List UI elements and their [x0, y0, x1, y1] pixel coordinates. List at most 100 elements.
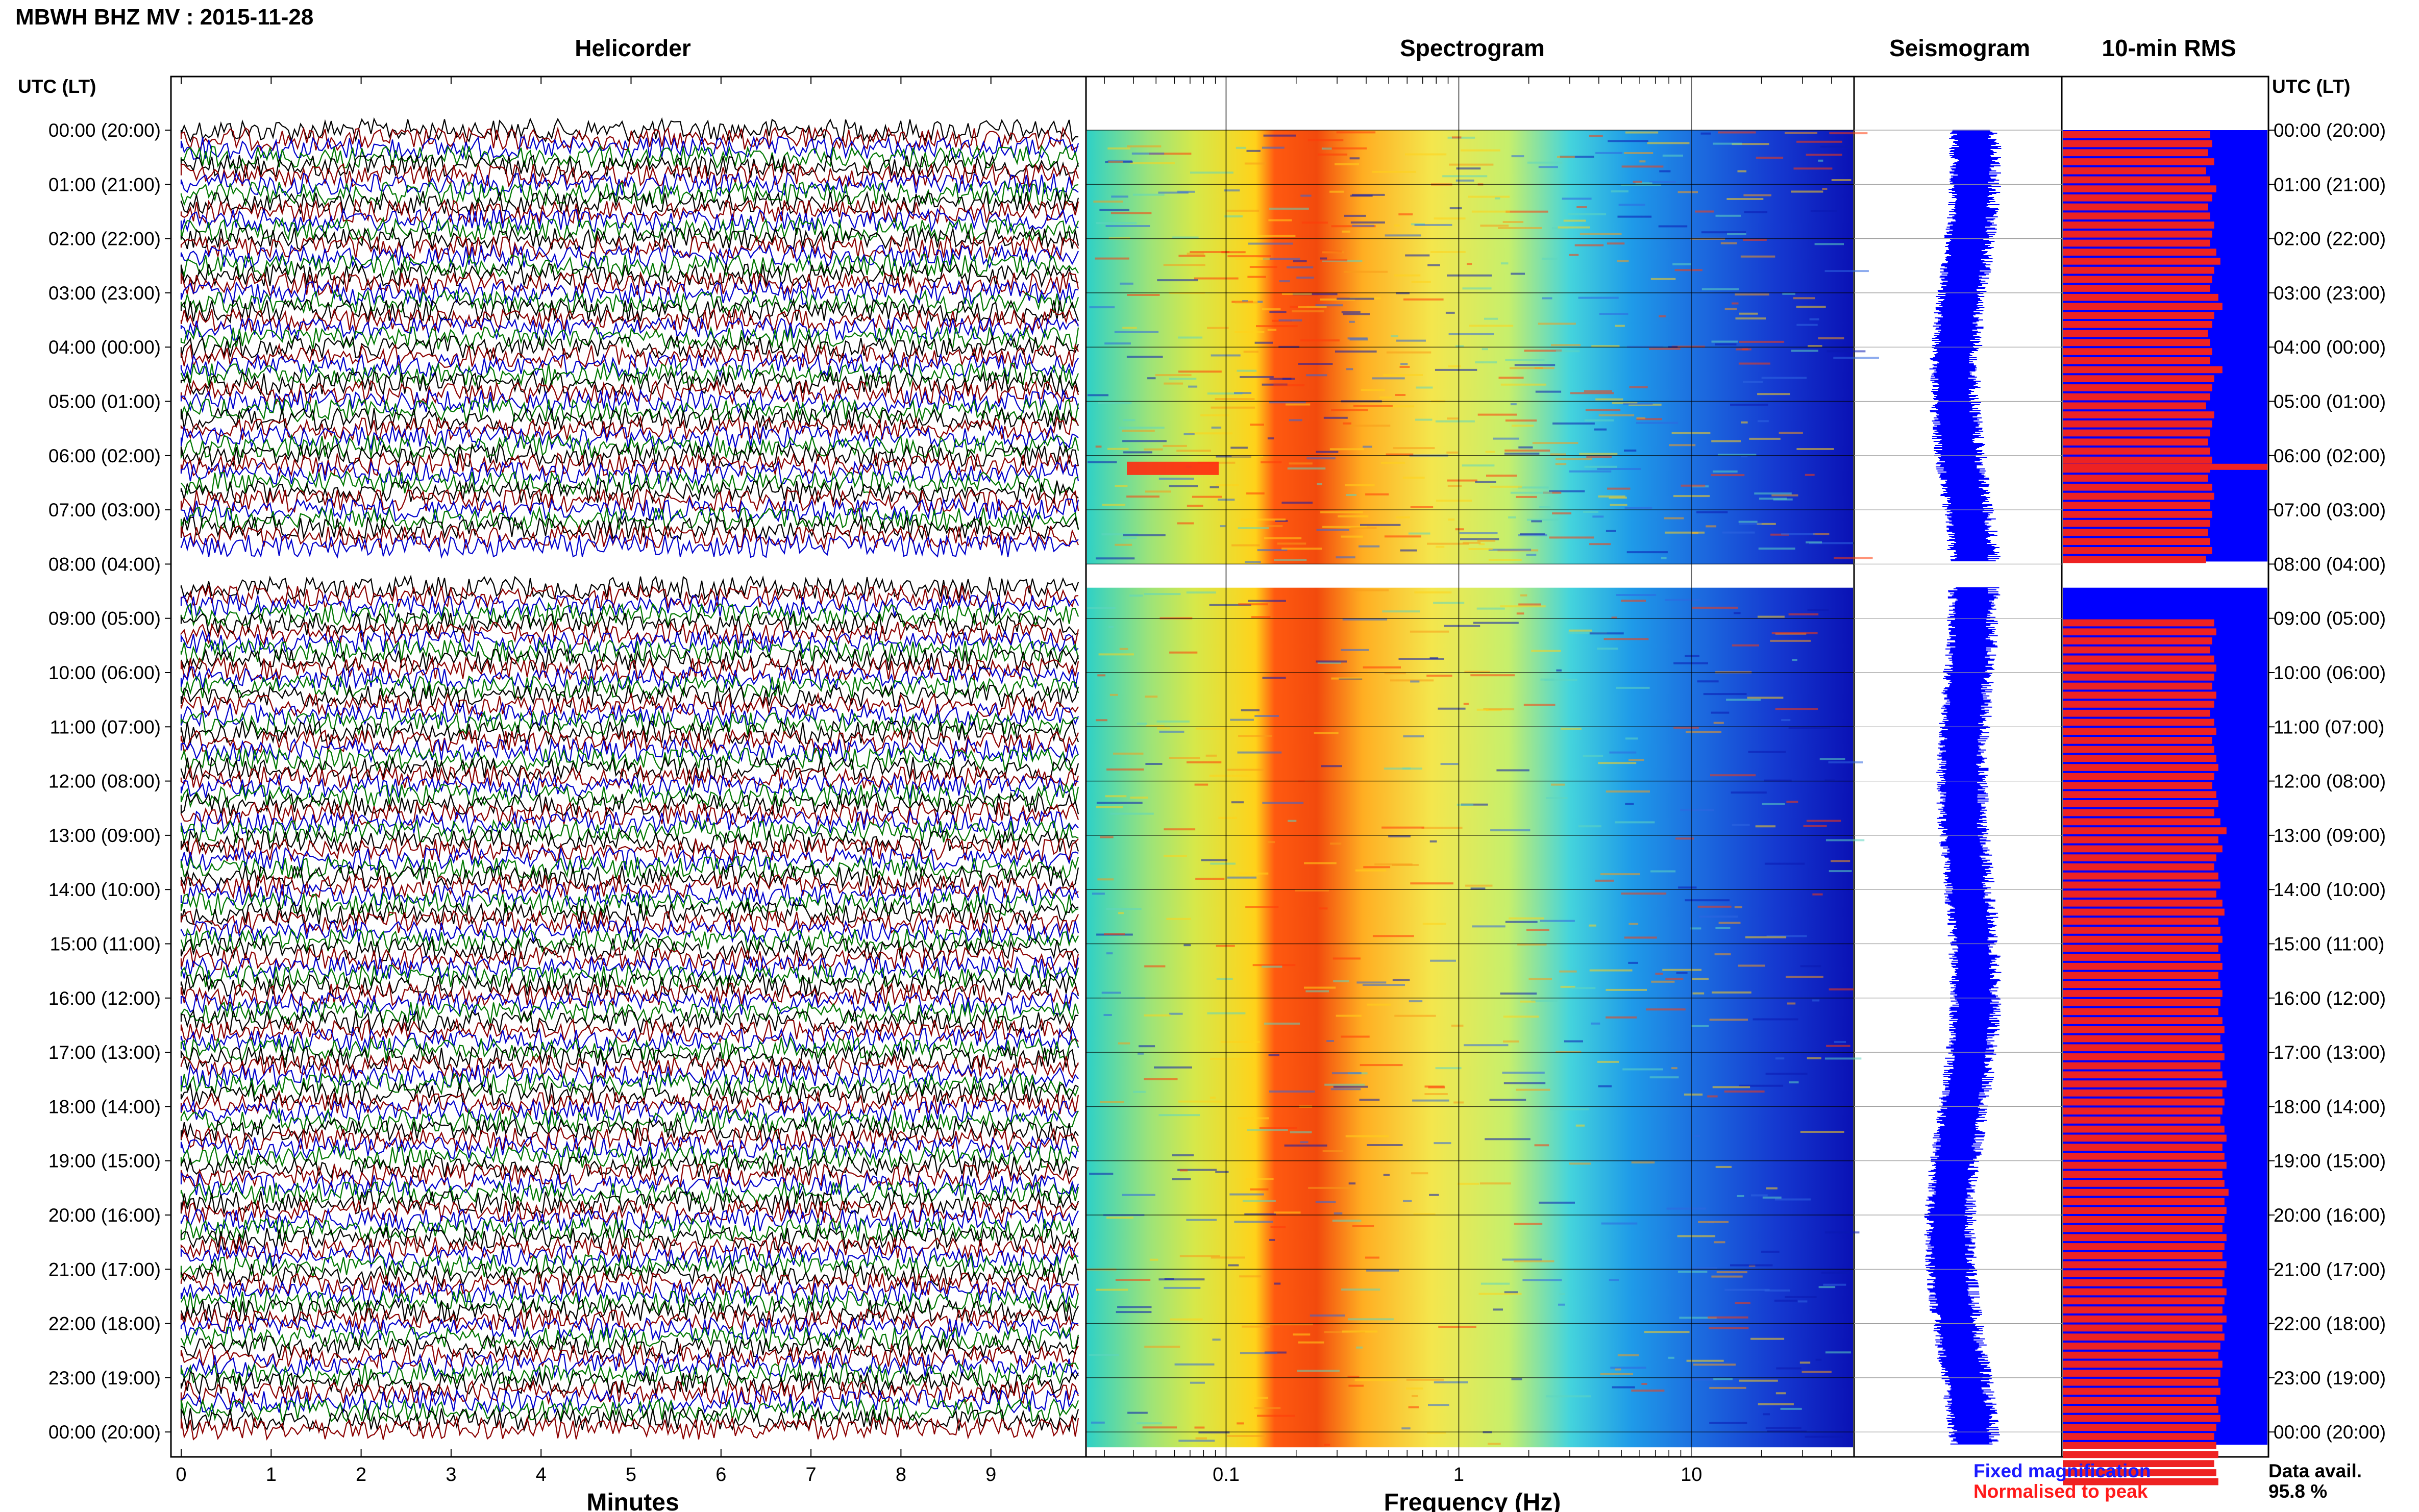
- spectrogram-streak: [1220, 1040, 1260, 1043]
- spectrogram-streak: [1633, 181, 1642, 183]
- spectrogram-streak: [1780, 1407, 1802, 1410]
- rms-bar: [2063, 249, 2216, 256]
- spectrogram-streak: [1096, 806, 1123, 808]
- spectrogram-streak: [1708, 1316, 1748, 1319]
- time-header-right: UTC (LT): [2272, 76, 2350, 97]
- spectrogram-streak: [1336, 1014, 1362, 1017]
- helicorder-trace-line: [180, 533, 1079, 559]
- rms-bars: [2063, 130, 2267, 1485]
- spectrogram-streak: [1464, 671, 1490, 673]
- spectrogram-streak: [1524, 350, 1562, 352]
- spectrogram-streak: [1320, 511, 1363, 513]
- spectrogram-streak: [1095, 257, 1129, 260]
- spectrogram-streak: [1732, 644, 1759, 647]
- spectrogram-streak: [1766, 935, 1807, 937]
- spectrogram-streak: [1715, 214, 1741, 217]
- spectrogram-streak: [1367, 1144, 1403, 1146]
- spectrogram-streak: [1350, 221, 1385, 224]
- spectrogram-streak: [1351, 193, 1385, 196]
- helicorder-trace-line: [180, 791, 1079, 818]
- helicorder-trace-line: [180, 756, 1079, 782]
- spectrogram-streak: [1635, 182, 1652, 185]
- spectrogram-streak: [1281, 548, 1322, 550]
- spectrogram-streak: [1520, 533, 1545, 535]
- rms-bar: [2063, 1415, 2220, 1422]
- spectrogram-streak: [1394, 274, 1421, 277]
- spectrogram-streak: [1647, 142, 1690, 144]
- spectrogram-streak: [1788, 727, 1831, 729]
- spectrogram-streak: [1110, 212, 1152, 214]
- spectrogram-streak: [1568, 632, 1607, 634]
- spectrogram-streak: [1115, 1279, 1151, 1281]
- spectrogram-streak: [1304, 862, 1337, 864]
- spectrogram-streak: [1739, 1379, 1778, 1382]
- rms-bar: [2063, 1198, 2225, 1205]
- spectrogram-streak: [1462, 464, 1495, 467]
- spectrogram-streak: [1636, 418, 1662, 420]
- spectrogram-streak: [1781, 533, 1816, 535]
- time-label-left: 15:00 (11:00): [50, 934, 161, 955]
- spectrogram-streak: [1215, 398, 1255, 401]
- spectrogram-streak: [1810, 210, 1837, 212]
- rms-bar: [2063, 203, 2208, 211]
- spectrogram-streak: [1502, 1258, 1542, 1261]
- spectrogram-streak: [1224, 189, 1240, 192]
- time-label-right: 19:00 (15:00): [2274, 1151, 2386, 1172]
- spectrogram-streak: [1808, 345, 1822, 348]
- minutes-axis-label: Minutes: [586, 1489, 679, 1512]
- spectrogram-streak: [1110, 812, 1154, 815]
- spectrogram-streak: [1477, 413, 1517, 416]
- spectrogram-streak: [1399, 366, 1410, 368]
- helicorder-trace-line: [180, 1054, 1079, 1080]
- spectrogram-streak: [1343, 313, 1370, 315]
- spectrogram-streak: [1556, 350, 1580, 353]
- spectrogram-streak: [1540, 920, 1575, 922]
- spectrogram-streak: [1763, 1413, 1770, 1416]
- helicorder-trace-line: [180, 964, 1079, 990]
- spectrogram-streak: [1381, 405, 1415, 408]
- rms-bar: [2063, 637, 2212, 645]
- spectrogram-streak: [1598, 1085, 1612, 1087]
- helicorder-trace-line: [180, 1072, 1079, 1098]
- spectrogram-streak: [1269, 1090, 1315, 1093]
- spectrogram-streak: [1455, 179, 1474, 182]
- spectrogram-streak: [1711, 1275, 1743, 1278]
- spectrogram-streak: [1274, 559, 1307, 561]
- spectrogram-streak: [1475, 361, 1497, 364]
- spectrogram-streak: [1513, 1260, 1554, 1262]
- time-label-left: 21:00 (17:00): [48, 1259, 161, 1280]
- time-label-right: 21:00 (17:00): [2274, 1259, 2386, 1280]
- spectrogram-streak: [1155, 374, 1192, 377]
- spectrogram-streak: [1097, 674, 1106, 677]
- spectrogram-streak: [1609, 497, 1627, 499]
- spectrogram-streak: [1164, 828, 1196, 831]
- spectrogram-streak: [1734, 612, 1741, 614]
- helicorder-trace-line: [180, 584, 1079, 610]
- spectrogram-streak: [1410, 630, 1449, 633]
- time-label-left: 22:00 (18:00): [48, 1313, 161, 1334]
- spectrogram-streak: [1749, 437, 1781, 440]
- helicorder-trace-line: [180, 1089, 1079, 1116]
- helicorder-trace-line: [180, 882, 1079, 909]
- spectrogram-streak: [1606, 530, 1616, 532]
- spectrogram-streak: [1228, 1264, 1239, 1267]
- spectrogram-streak: [1314, 732, 1339, 734]
- rms-bar: [2063, 538, 2210, 545]
- spectrogram-streak: [1434, 1142, 1451, 1145]
- spectrogram-streak: [1164, 855, 1187, 857]
- rms-bar: [2063, 1460, 2214, 1467]
- spectrogram-streak: [1195, 727, 1232, 730]
- spectrogram-streak: [1788, 613, 1819, 615]
- spectrogram-streak: [1298, 1341, 1324, 1344]
- spectrogram-streak: [1293, 1333, 1311, 1336]
- spectrogram-streak: [1535, 390, 1562, 393]
- rms-bar: [2063, 276, 2212, 283]
- spectrogram-streak: [1106, 952, 1113, 955]
- spectrogram-streak: [1363, 866, 1391, 869]
- spectrogram-streak: [1366, 1269, 1399, 1272]
- rms-bar: [2063, 1026, 2225, 1033]
- spectrogram-streak: [1814, 243, 1844, 245]
- spectrogram-streak: [1298, 363, 1333, 365]
- spectrogram-streak: [1681, 484, 1706, 487]
